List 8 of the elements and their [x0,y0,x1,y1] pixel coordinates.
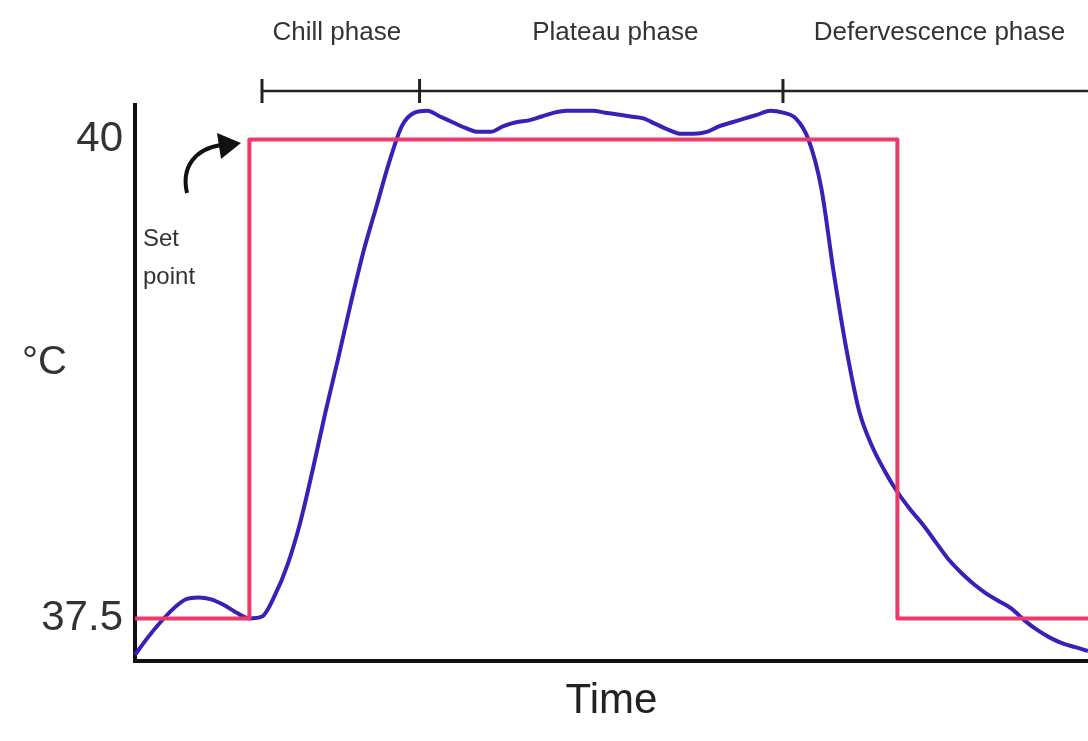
annotation: Set point [143,223,197,292]
text: Defervescence phase [812,16,1067,47]
text: Chill phase [271,16,403,47]
text: Plateau phase [531,16,700,47]
y-tick-label: 37.5 [41,592,123,640]
y-axis-title: °C [22,338,67,383]
y-tick-label: 40 [76,113,123,161]
x-axis-title: Time [565,675,658,723]
